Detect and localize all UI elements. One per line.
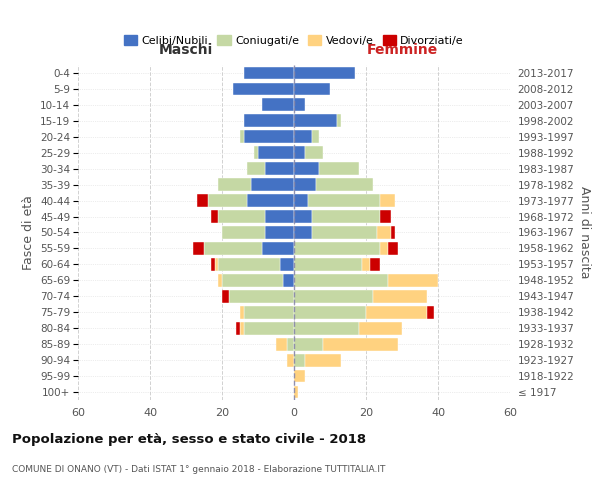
Bar: [312, 210, 380, 223]
Bar: [211, 258, 215, 271]
Bar: [211, 210, 218, 223]
Bar: [193, 242, 204, 255]
Bar: [294, 146, 305, 159]
Bar: [215, 258, 218, 271]
Bar: [294, 130, 312, 143]
Bar: [244, 130, 294, 143]
Bar: [265, 226, 294, 239]
Bar: [247, 162, 265, 175]
Bar: [244, 114, 294, 127]
Bar: [294, 370, 305, 382]
Bar: [380, 194, 395, 207]
Bar: [218, 178, 251, 191]
Bar: [222, 290, 229, 302]
Bar: [294, 114, 337, 127]
Bar: [218, 258, 280, 271]
Bar: [244, 306, 294, 318]
Bar: [294, 98, 305, 112]
Bar: [240, 322, 244, 334]
Bar: [244, 66, 294, 80]
Bar: [294, 306, 366, 318]
Bar: [380, 210, 391, 223]
Bar: [359, 322, 402, 334]
Bar: [319, 162, 359, 175]
Bar: [240, 306, 244, 318]
Bar: [337, 114, 341, 127]
Bar: [305, 146, 323, 159]
Bar: [222, 274, 283, 286]
Bar: [294, 290, 373, 302]
Bar: [370, 258, 380, 271]
Text: Femmine: Femmine: [367, 44, 437, 58]
Bar: [294, 258, 362, 271]
Bar: [294, 210, 312, 223]
Bar: [366, 306, 427, 318]
Bar: [305, 354, 341, 366]
Bar: [247, 194, 294, 207]
Bar: [280, 258, 294, 271]
Bar: [391, 226, 395, 239]
Bar: [244, 322, 294, 334]
Bar: [254, 146, 258, 159]
Bar: [308, 194, 380, 207]
Bar: [294, 274, 388, 286]
Bar: [323, 338, 398, 350]
Text: Maschi: Maschi: [159, 44, 213, 58]
Bar: [294, 354, 305, 366]
Bar: [218, 274, 222, 286]
Bar: [262, 242, 294, 255]
Bar: [388, 242, 398, 255]
Bar: [380, 242, 388, 255]
Bar: [312, 130, 319, 143]
Bar: [265, 162, 294, 175]
Bar: [294, 82, 330, 96]
Bar: [222, 226, 265, 239]
Bar: [240, 130, 244, 143]
Bar: [316, 178, 373, 191]
Text: Popolazione per età, sesso e stato civile - 2018: Popolazione per età, sesso e stato civil…: [12, 432, 366, 446]
Y-axis label: Anni di nascita: Anni di nascita: [578, 186, 591, 279]
Bar: [294, 226, 312, 239]
Bar: [294, 162, 319, 175]
Bar: [197, 194, 208, 207]
Bar: [251, 178, 294, 191]
Bar: [373, 290, 427, 302]
Bar: [294, 386, 298, 398]
Bar: [204, 242, 262, 255]
Bar: [294, 338, 323, 350]
Bar: [388, 274, 438, 286]
Bar: [377, 226, 391, 239]
Bar: [258, 146, 294, 159]
Bar: [262, 98, 294, 112]
Y-axis label: Fasce di età: Fasce di età: [22, 195, 35, 270]
Bar: [294, 322, 359, 334]
Bar: [287, 354, 294, 366]
Bar: [312, 226, 377, 239]
Text: COMUNE DI ONANO (VT) - Dati ISTAT 1° gennaio 2018 - Elaborazione TUTTITALIA.IT: COMUNE DI ONANO (VT) - Dati ISTAT 1° gen…: [12, 466, 385, 474]
Bar: [294, 242, 380, 255]
Bar: [294, 194, 308, 207]
Bar: [294, 66, 355, 80]
Bar: [229, 290, 294, 302]
Legend: Celibi/Nubili, Coniugati/e, Vedovi/e, Divorziati/e: Celibi/Nubili, Coniugati/e, Vedovi/e, Di…: [119, 30, 469, 50]
Bar: [233, 82, 294, 96]
Bar: [294, 178, 316, 191]
Bar: [362, 258, 370, 271]
Bar: [283, 274, 294, 286]
Bar: [218, 210, 265, 223]
Bar: [287, 338, 294, 350]
Bar: [208, 194, 247, 207]
Bar: [265, 210, 294, 223]
Bar: [236, 322, 240, 334]
Bar: [276, 338, 287, 350]
Bar: [427, 306, 434, 318]
